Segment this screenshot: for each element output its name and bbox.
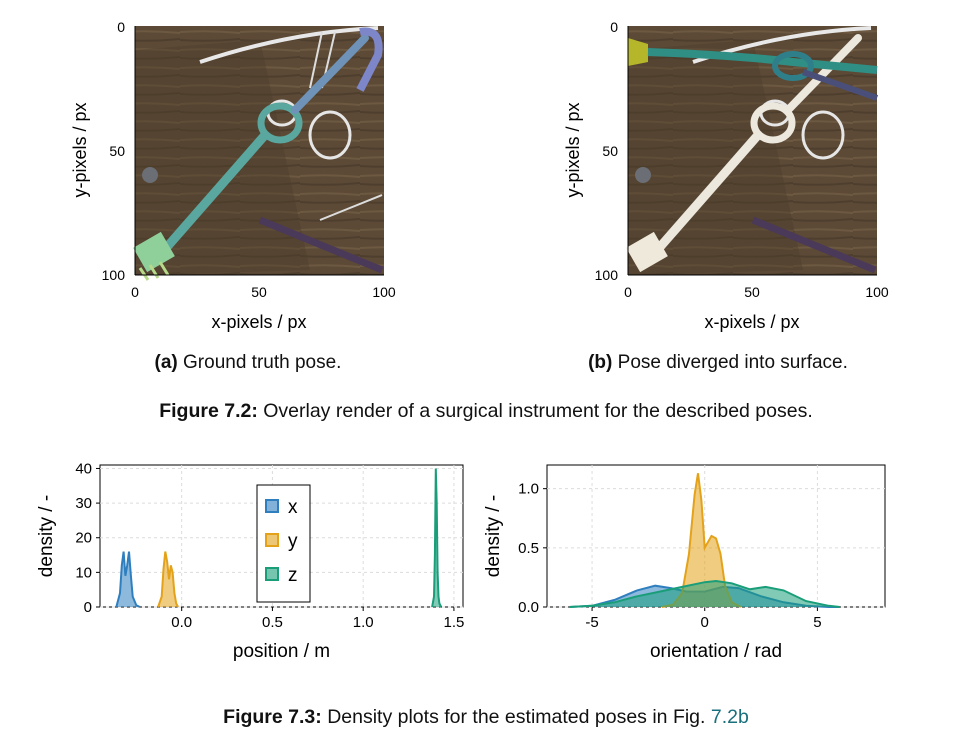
subfig-tag: (a) <box>154 352 178 373</box>
subfig-caption-text: Pose diverged into surface. <box>617 352 848 373</box>
y-tick-label: 1.0 <box>518 481 539 498</box>
subfig-tag: (b) <box>588 352 613 373</box>
xtick: 50 <box>251 284 267 300</box>
instrument-overlay <box>133 27 383 281</box>
y-axis-label: density / - <box>36 495 57 577</box>
density-line-z <box>431 468 443 608</box>
figure-caption-text: Overlay render of a surgical instrument … <box>263 400 813 422</box>
y-axis-label: density / - <box>483 495 504 577</box>
y-tick-label: 30 <box>75 495 92 512</box>
legend-box <box>256 484 311 603</box>
legend-swatch-y <box>265 533 279 547</box>
xtick: 100 <box>372 284 396 300</box>
ytick: 100 <box>595 267 619 283</box>
figure-caption-text: Density plots for the estimated poses in… <box>327 706 706 728</box>
legend-swatch-x <box>265 499 279 513</box>
x-axis-label: x-pixels / px <box>704 312 799 332</box>
ytick: 0 <box>610 19 618 35</box>
x-tick-label: 0.0 <box>171 614 192 631</box>
xtick: 100 <box>865 284 889 300</box>
density-line-y <box>157 551 179 608</box>
xtick: 0 <box>131 284 139 300</box>
density-line-x <box>115 551 141 608</box>
subfig-a-caption: (a) Ground truth pose. <box>118 352 378 374</box>
ytick: 0 <box>117 19 125 35</box>
diverged-overlay <box>628 38 878 101</box>
legend-label-z: z <box>288 565 298 586</box>
position-density-chart: 0.0 0.5 1.0 1.5 0 10 20 30 40 position / m density… <box>36 460 464 662</box>
x-tick-label: -5 <box>585 614 598 631</box>
subfig-b-plot: 0 50 100 0 50 100 x-pixels / px y-pixels… <box>563 19 889 332</box>
x-axis-label: position / m <box>233 641 330 662</box>
density-plot-position: 0.0 0.5 1.0 1.5 0 10 20 30 40 position / m density… <box>20 455 480 675</box>
subfig-a-plot: 0 50 100 0 50 100 x-pixels / px y-pixels… <box>70 19 396 332</box>
x-axis-label: orientation / rad <box>650 641 782 662</box>
xtick: 0 <box>624 284 632 300</box>
legend-label-y: y <box>288 531 298 552</box>
figure-7-2-caption: Figure 7.2: Overlay render of a surgical… <box>0 400 972 423</box>
y-tick-label: 0 <box>84 599 92 616</box>
y-tick-label: 20 <box>75 530 92 547</box>
y-tick-label: 0.5 <box>518 540 539 557</box>
y-axis-label: y-pixels / px <box>70 102 90 197</box>
x-tick-label: 0.5 <box>262 614 283 631</box>
subfig-a: 0 50 100 0 50 100 x-pixels / px y-pixels… <box>60 10 400 345</box>
x-tick-label: 1.5 <box>443 614 464 631</box>
x-axis-label: x-pixels / px <box>211 312 306 332</box>
x-tick-label: 0 <box>701 614 709 631</box>
ytick: 50 <box>109 143 125 159</box>
x-tick-label: 5 <box>813 614 821 631</box>
subfig-b: 0 50 100 0 50 100 x-pixels / px y-pixels… <box>553 10 893 345</box>
density-line-z <box>569 579 841 608</box>
instrument-white <box>626 34 862 273</box>
figure-label: Figure 7.3: <box>223 706 322 728</box>
x-tick-label: 1.0 <box>353 614 374 631</box>
figure-reference-link[interactable]: 7.2b <box>710 706 749 728</box>
y-axis-label: y-pixels / px <box>563 102 583 197</box>
density-area-z <box>569 581 840 607</box>
ytick: 50 <box>602 143 618 159</box>
figure-7-3-caption: Figure 7.3: Density plots for the estima… <box>0 706 972 729</box>
y-tick-label: 40 <box>75 460 92 477</box>
density-area-y <box>661 473 741 607</box>
figure-label: Figure 7.2: <box>159 400 258 422</box>
density-line-y <box>661 473 742 608</box>
subfig-b-caption: (b) Pose diverged into surface. <box>563 352 873 374</box>
legend-swatch-z <box>265 567 279 581</box>
density-plot-orientation: -5 0 5 0.0 0.5 1.0 orientation / rad density / … <box>470 455 910 675</box>
xtick: 50 <box>744 284 760 300</box>
y-tick-label: 0.0 <box>518 599 539 616</box>
y-tick-label: 10 <box>75 564 92 581</box>
legend-label-x: x <box>288 497 298 518</box>
ytick: 100 <box>102 267 126 283</box>
orientation-density-chart: -5 0 5 0.0 0.5 1.0 orientation / rad density / … <box>483 464 886 662</box>
subfig-caption-text: Ground truth pose. <box>183 352 342 373</box>
